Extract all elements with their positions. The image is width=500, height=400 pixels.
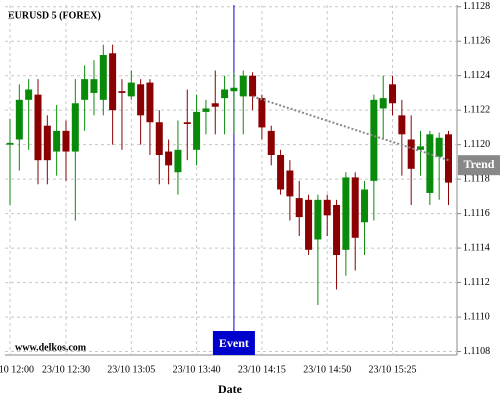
- chart-title: EURUSD 5 (FOREX): [8, 10, 101, 21]
- candle-body: [183, 122, 191, 124]
- candle-body: [34, 94, 42, 161]
- source-label: www.delkos.com: [15, 342, 87, 353]
- candle-body: [445, 134, 453, 183]
- x-tick-label: 23/10 12:30: [42, 364, 90, 375]
- candle-body: [277, 155, 285, 190]
- candle-body: [323, 199, 331, 216]
- x-tick-label: 23/10 13:40: [173, 364, 221, 375]
- x-tick-label: 23/10 12:00: [0, 364, 34, 375]
- event-label: Event: [219, 336, 249, 350]
- candle-body: [99, 55, 107, 100]
- candle-body: [389, 84, 397, 104]
- candle-body: [351, 177, 359, 238]
- candle-body: [407, 139, 415, 169]
- candle-body: [286, 170, 294, 197]
- candle-body: [314, 199, 322, 240]
- x-tick-label: 23/10 14:15: [238, 364, 286, 375]
- candle-body: [174, 149, 182, 173]
- candle-body: [370, 99, 378, 181]
- candle-body: [109, 53, 117, 111]
- trend-box: [458, 155, 500, 176]
- y-tick-label: 1.1112: [463, 277, 490, 288]
- candle-body: [155, 122, 163, 155]
- candle-body: [305, 199, 313, 250]
- candle-body: [221, 89, 229, 99]
- candle-body: [193, 111, 201, 150]
- candle-body: [81, 79, 89, 100]
- candle-body: [361, 189, 369, 223]
- y-tick-label: 1.1124: [463, 70, 490, 81]
- y-tick-label: 1.1128: [463, 1, 490, 12]
- y-tick-label: 1.1120: [463, 139, 490, 150]
- candle-body: [90, 79, 98, 93]
- candle-body: [25, 89, 33, 100]
- candle-body: [71, 103, 79, 152]
- candle-body: [342, 177, 350, 250]
- candle-body: [258, 98, 266, 128]
- candle-body: [267, 130, 275, 155]
- candle-body: [417, 146, 425, 150]
- candle-body: [127, 82, 135, 97]
- y-tick-label: 1.1118: [463, 173, 490, 184]
- candle-body: [239, 75, 247, 97]
- candle-body: [398, 115, 406, 135]
- candle-body: [211, 103, 219, 107]
- candle-body: [6, 142, 14, 145]
- y-tick-label: 1.1108: [463, 346, 490, 357]
- candle-body: [249, 75, 257, 97]
- event-box: [212, 331, 255, 355]
- x-tick-label: 23/10 14:50: [303, 364, 351, 375]
- y-tick-label: 1.1122: [463, 104, 490, 115]
- candle-body: [62, 130, 70, 152]
- x-axis-label: Date: [218, 382, 243, 396]
- y-tick-label: 1.1110: [463, 311, 490, 322]
- y-tick-label: 1.1126: [463, 36, 490, 47]
- candle-body: [53, 130, 61, 152]
- candle-body: [146, 82, 154, 123]
- candle-body: [295, 198, 303, 218]
- candle-body: [118, 91, 126, 93]
- x-tick-label: 23/10 13:05: [107, 364, 155, 375]
- candle-body: [15, 99, 23, 140]
- y-tick-label: 1.1116: [463, 208, 490, 219]
- candle-body: [379, 98, 387, 109]
- candle-body: [435, 137, 443, 157]
- candle-body: [43, 125, 51, 161]
- candle-body: [230, 87, 238, 92]
- x-tick-label: 23/10 15:25: [368, 364, 416, 375]
- candle-body: [137, 84, 145, 116]
- trend-label: Trend: [464, 157, 495, 171]
- candle-body: [333, 205, 341, 255]
- candle-body: [202, 108, 210, 112]
- candle-body: [165, 151, 173, 166]
- candle-body: [426, 134, 434, 193]
- y-tick-label: 1.1114: [463, 242, 490, 253]
